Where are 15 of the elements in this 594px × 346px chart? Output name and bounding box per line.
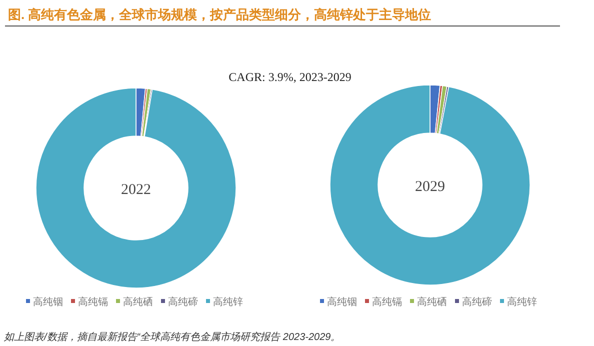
legend-label: 高纯锌 [213, 296, 243, 308]
chart-title: 图. 高纯有色金属，全球市场规模，按产品类型细分，高纯锌处于主导地位 [8, 7, 432, 22]
legend-label: 高纯碲 [168, 296, 198, 308]
legend-label: 高纯铟 [33, 296, 63, 308]
legend-label: 高纯镉 [372, 296, 402, 308]
legend-label: 高纯锌 [507, 296, 537, 308]
text: 如上图表/数据，摘自最新报告“全球高纯有色金属市场研究报告 2023-2029。 [3, 331, 341, 343]
legend-label: 高纯硒 [417, 296, 447, 308]
text: 2029 [415, 179, 445, 195]
text: CAGR: 3.9%, 2023-2029 [228, 70, 352, 84]
legend-label: 高纯硒 [123, 296, 153, 308]
legend-label: 高纯镉 [78, 296, 108, 308]
legend-label: 高纯铟 [327, 296, 357, 308]
legend-label: 高纯碲 [462, 296, 492, 308]
text: 2022 [121, 182, 151, 198]
